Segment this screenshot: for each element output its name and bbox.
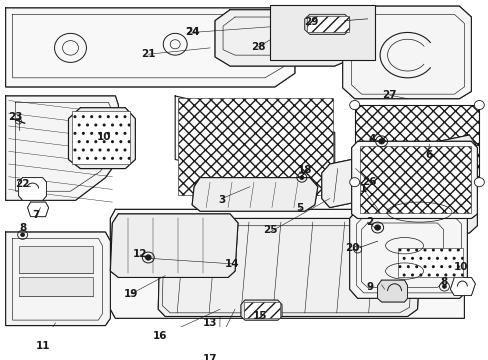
Text: 19: 19 bbox=[124, 289, 138, 299]
Polygon shape bbox=[192, 177, 317, 211]
Text: 2: 2 bbox=[366, 217, 372, 227]
Polygon shape bbox=[351, 141, 476, 219]
Text: 23: 23 bbox=[8, 112, 23, 122]
Circle shape bbox=[473, 100, 483, 109]
Text: 7: 7 bbox=[32, 210, 39, 220]
Circle shape bbox=[473, 177, 483, 187]
Text: 6: 6 bbox=[425, 150, 432, 160]
Polygon shape bbox=[6, 96, 118, 200]
Polygon shape bbox=[27, 202, 48, 217]
Bar bbox=[72, 111, 130, 164]
Circle shape bbox=[378, 139, 384, 144]
Text: 9: 9 bbox=[366, 282, 372, 292]
Bar bbox=[19, 246, 93, 273]
Text: 1: 1 bbox=[359, 184, 366, 194]
Polygon shape bbox=[387, 246, 467, 280]
Polygon shape bbox=[110, 214, 238, 278]
Text: 29: 29 bbox=[304, 18, 318, 27]
Text: 13: 13 bbox=[203, 318, 217, 328]
Polygon shape bbox=[321, 135, 474, 208]
Text: 10: 10 bbox=[97, 132, 111, 142]
Circle shape bbox=[374, 225, 380, 230]
Text: 15: 15 bbox=[252, 311, 266, 321]
Polygon shape bbox=[110, 210, 464, 318]
Text: 14: 14 bbox=[224, 259, 239, 269]
Bar bbox=[354, 105, 478, 182]
Bar bbox=[397, 248, 463, 278]
Bar bbox=[269, 5, 374, 60]
Text: 24: 24 bbox=[184, 27, 199, 37]
Bar bbox=[19, 278, 93, 296]
Text: 25: 25 bbox=[262, 225, 277, 235]
Text: 10: 10 bbox=[453, 262, 468, 271]
Polygon shape bbox=[19, 177, 46, 200]
Polygon shape bbox=[349, 210, 467, 298]
Circle shape bbox=[299, 176, 303, 179]
Polygon shape bbox=[215, 10, 364, 66]
Circle shape bbox=[349, 177, 359, 187]
Text: 4: 4 bbox=[368, 134, 376, 144]
Bar bbox=[178, 98, 332, 195]
Text: 5: 5 bbox=[296, 203, 303, 212]
Text: 18: 18 bbox=[297, 165, 311, 175]
Bar bbox=[244, 302, 279, 318]
Polygon shape bbox=[6, 232, 110, 325]
Text: 24: 24 bbox=[184, 27, 199, 37]
Text: 17: 17 bbox=[203, 354, 217, 360]
Text: 16: 16 bbox=[153, 332, 167, 341]
Text: 12: 12 bbox=[133, 249, 147, 259]
Circle shape bbox=[442, 285, 446, 288]
Polygon shape bbox=[304, 14, 349, 34]
Polygon shape bbox=[241, 300, 281, 320]
Text: 28: 28 bbox=[250, 42, 264, 52]
Polygon shape bbox=[158, 219, 421, 316]
Text: 8: 8 bbox=[440, 277, 447, 287]
Bar bbox=[359, 146, 470, 213]
Text: 8: 8 bbox=[19, 224, 26, 233]
Polygon shape bbox=[359, 191, 476, 233]
Text: 21: 21 bbox=[141, 49, 155, 59]
Circle shape bbox=[145, 255, 151, 260]
Text: 22: 22 bbox=[15, 179, 30, 189]
Text: 20: 20 bbox=[345, 243, 359, 253]
Polygon shape bbox=[6, 8, 294, 87]
Polygon shape bbox=[449, 278, 474, 296]
Polygon shape bbox=[377, 280, 407, 302]
Circle shape bbox=[20, 233, 24, 237]
Ellipse shape bbox=[349, 23, 365, 51]
Text: 26: 26 bbox=[362, 177, 376, 187]
Polygon shape bbox=[68, 108, 135, 168]
Polygon shape bbox=[342, 6, 470, 99]
Bar bbox=[306, 16, 348, 32]
Circle shape bbox=[349, 100, 359, 109]
Text: 3: 3 bbox=[218, 195, 225, 205]
Text: 11: 11 bbox=[35, 341, 50, 351]
Text: 27: 27 bbox=[382, 90, 396, 100]
